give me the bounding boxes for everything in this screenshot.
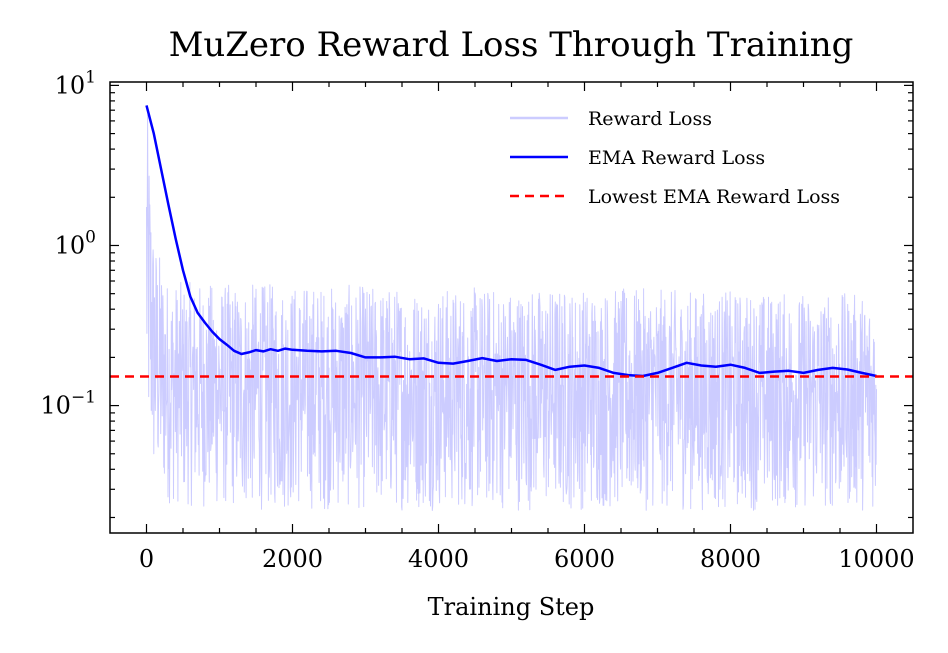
legend-label: EMA Reward Loss xyxy=(588,147,765,169)
y-tick-label: 10−1 xyxy=(40,388,96,420)
chart-title: MuZero Reward Loss Through Training xyxy=(169,25,854,65)
y-tick-label: 100 xyxy=(55,227,96,259)
x-tick-label: 6000 xyxy=(554,545,615,573)
x-tick-label: 10000 xyxy=(838,545,914,573)
plot-area xyxy=(110,105,913,511)
x-tick-label: 2000 xyxy=(262,545,323,573)
x-axis-label: Training Step xyxy=(428,593,595,621)
axis-ticks xyxy=(110,82,913,533)
y-tick-labels: 10−1 100 101 xyxy=(40,67,96,419)
legend-label: Lowest EMA Reward Loss xyxy=(588,186,840,208)
x-tick-labels: 0 2000 4000 6000 8000 10000 xyxy=(139,545,915,573)
y-tick-label: 101 xyxy=(55,67,96,99)
legend-label: Reward Loss xyxy=(588,108,712,130)
plot-frame xyxy=(109,81,914,534)
ema-reward-loss-series xyxy=(145,105,877,378)
x-tick-label: 8000 xyxy=(700,545,761,573)
x-tick-label: 4000 xyxy=(408,545,469,573)
reward-loss-series xyxy=(146,114,877,511)
x-tick-label: 0 xyxy=(139,545,154,573)
legend: Reward Loss EMA Reward Loss Lowest EMA Rew… xyxy=(510,108,840,208)
